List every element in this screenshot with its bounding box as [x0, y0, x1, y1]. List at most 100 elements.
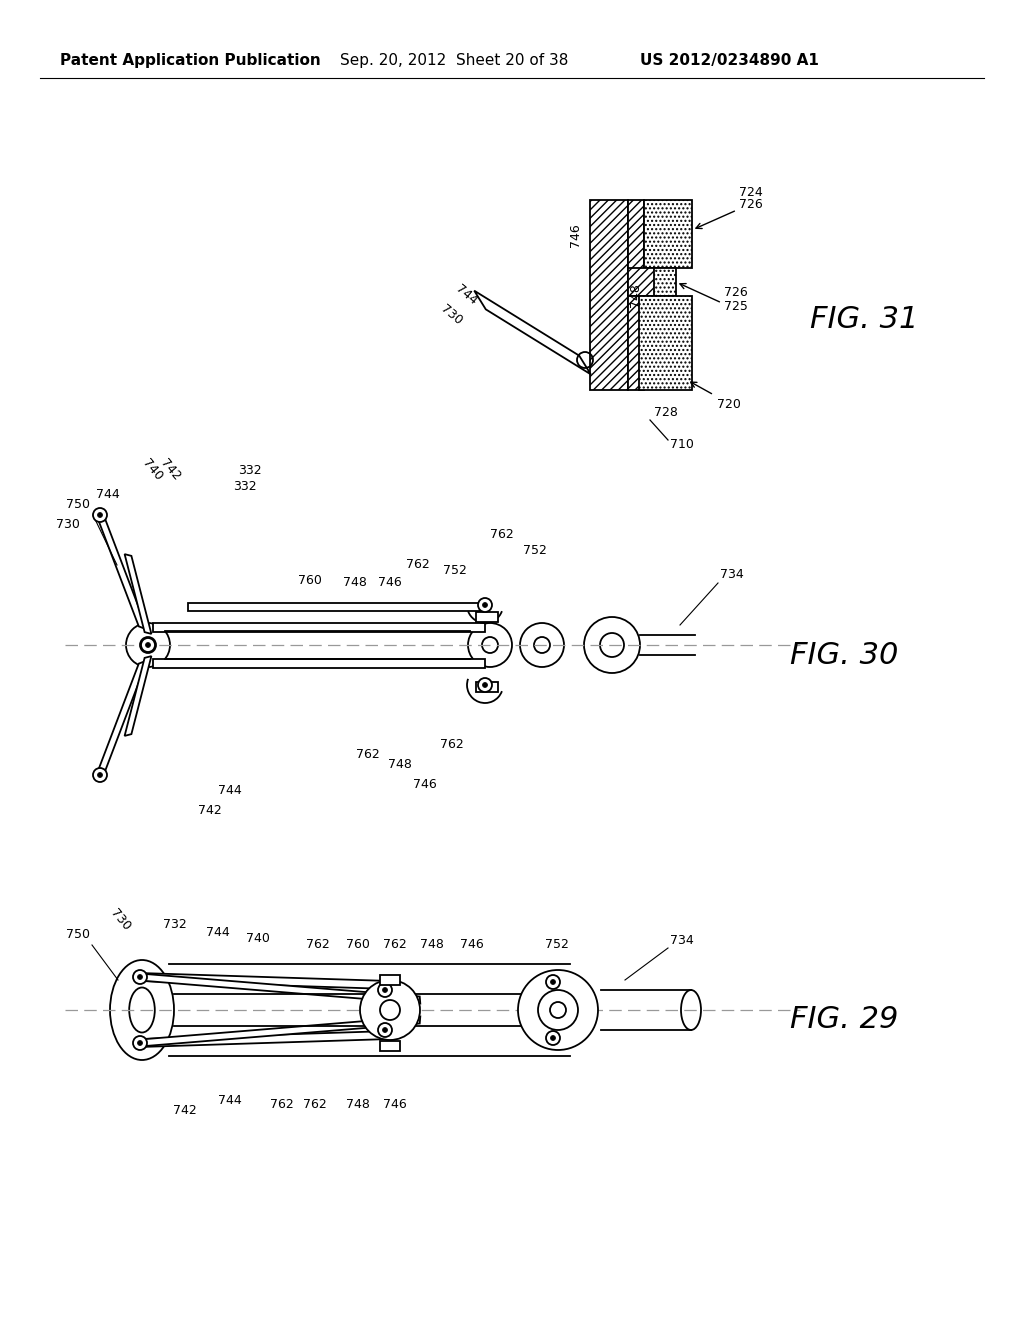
Text: 746: 746 — [383, 1098, 407, 1111]
Text: 732: 732 — [163, 919, 186, 932]
Circle shape — [133, 1036, 147, 1049]
Circle shape — [133, 970, 147, 983]
Circle shape — [482, 602, 487, 607]
Text: 744: 744 — [218, 784, 242, 796]
Text: 742: 742 — [198, 804, 222, 817]
Circle shape — [137, 1040, 142, 1045]
Text: 734: 734 — [670, 933, 693, 946]
Text: 744: 744 — [218, 1093, 242, 1106]
Text: 762: 762 — [270, 1098, 294, 1111]
Circle shape — [383, 987, 387, 993]
Text: 730: 730 — [438, 302, 465, 327]
Text: 762: 762 — [490, 528, 514, 541]
Text: FIG. 29: FIG. 29 — [790, 1006, 898, 1035]
Text: 730: 730 — [108, 907, 133, 933]
Circle shape — [378, 983, 392, 997]
Text: 332: 332 — [239, 463, 262, 477]
Circle shape — [551, 1035, 555, 1040]
Text: 710: 710 — [670, 438, 694, 451]
Bar — [590, 201, 628, 389]
Text: 760: 760 — [298, 573, 322, 586]
Text: 748: 748 — [346, 1098, 370, 1111]
Text: 760: 760 — [346, 939, 370, 952]
Bar — [639, 296, 692, 389]
Circle shape — [482, 682, 487, 688]
Text: 762: 762 — [407, 558, 430, 572]
Bar — [628, 201, 644, 389]
Text: 746: 746 — [378, 577, 401, 590]
Polygon shape — [125, 554, 152, 634]
Text: 726: 726 — [724, 286, 748, 300]
Text: 750: 750 — [66, 928, 90, 941]
Bar — [644, 268, 676, 296]
Polygon shape — [153, 659, 485, 668]
Text: 740: 740 — [246, 932, 270, 945]
Text: US 2012/0234890 A1: US 2012/0234890 A1 — [640, 53, 819, 67]
Circle shape — [518, 970, 598, 1049]
Text: 762: 762 — [306, 939, 330, 952]
Polygon shape — [139, 974, 420, 1003]
Circle shape — [97, 512, 102, 517]
Text: 744: 744 — [454, 282, 480, 308]
Polygon shape — [139, 1016, 420, 1047]
Text: 746: 746 — [460, 939, 484, 952]
Text: 724: 724 — [739, 186, 763, 198]
Text: 730: 730 — [56, 519, 80, 532]
Circle shape — [141, 638, 155, 652]
Circle shape — [478, 678, 492, 692]
Bar — [476, 682, 498, 692]
Text: 748: 748 — [420, 939, 444, 952]
Text: 734: 734 — [720, 569, 743, 582]
Polygon shape — [153, 623, 485, 631]
Text: FIG. 31: FIG. 31 — [810, 305, 919, 334]
Text: 744: 744 — [96, 488, 120, 502]
Bar — [380, 975, 400, 985]
Polygon shape — [96, 660, 147, 776]
Text: 762: 762 — [356, 748, 380, 762]
Circle shape — [551, 979, 555, 985]
Bar — [628, 268, 654, 296]
Text: 746: 746 — [413, 779, 437, 792]
Text: 748: 748 — [343, 577, 367, 590]
Circle shape — [383, 1027, 387, 1032]
Circle shape — [93, 768, 106, 781]
Text: Sep. 20, 2012  Sheet 20 of 38: Sep. 20, 2012 Sheet 20 of 38 — [340, 53, 568, 67]
Circle shape — [546, 975, 560, 989]
Polygon shape — [96, 513, 147, 630]
Text: 752: 752 — [443, 564, 467, 577]
Text: 726: 726 — [739, 198, 763, 211]
Text: 748: 748 — [388, 759, 412, 771]
Circle shape — [546, 1031, 560, 1045]
Polygon shape — [140, 1031, 390, 1047]
Text: 750: 750 — [66, 499, 90, 511]
Circle shape — [378, 1023, 392, 1038]
Circle shape — [145, 643, 151, 648]
Text: 720: 720 — [717, 399, 741, 412]
Circle shape — [478, 598, 492, 612]
Text: FIG. 30: FIG. 30 — [790, 640, 898, 669]
Circle shape — [360, 979, 420, 1040]
Text: 740: 740 — [140, 457, 165, 483]
Circle shape — [137, 974, 142, 979]
Text: 752: 752 — [545, 939, 569, 952]
Text: 728: 728 — [654, 405, 678, 418]
Circle shape — [93, 508, 106, 521]
Circle shape — [97, 772, 102, 777]
Bar — [476, 612, 498, 622]
Text: 762: 762 — [383, 939, 407, 952]
Bar — [380, 1041, 400, 1051]
Text: 748: 748 — [630, 282, 642, 308]
Text: Patent Application Publication: Patent Application Publication — [60, 53, 321, 67]
Text: 762: 762 — [303, 1098, 327, 1111]
Text: 725: 725 — [724, 300, 748, 313]
Text: 744: 744 — [206, 925, 229, 939]
Text: 752: 752 — [523, 544, 547, 557]
Polygon shape — [140, 973, 390, 989]
Text: 762: 762 — [440, 738, 464, 751]
Text: 746: 746 — [569, 223, 582, 247]
Polygon shape — [188, 603, 480, 611]
Polygon shape — [125, 656, 152, 735]
Text: 742: 742 — [158, 457, 183, 483]
Text: 742: 742 — [173, 1104, 197, 1117]
Bar — [644, 201, 692, 268]
